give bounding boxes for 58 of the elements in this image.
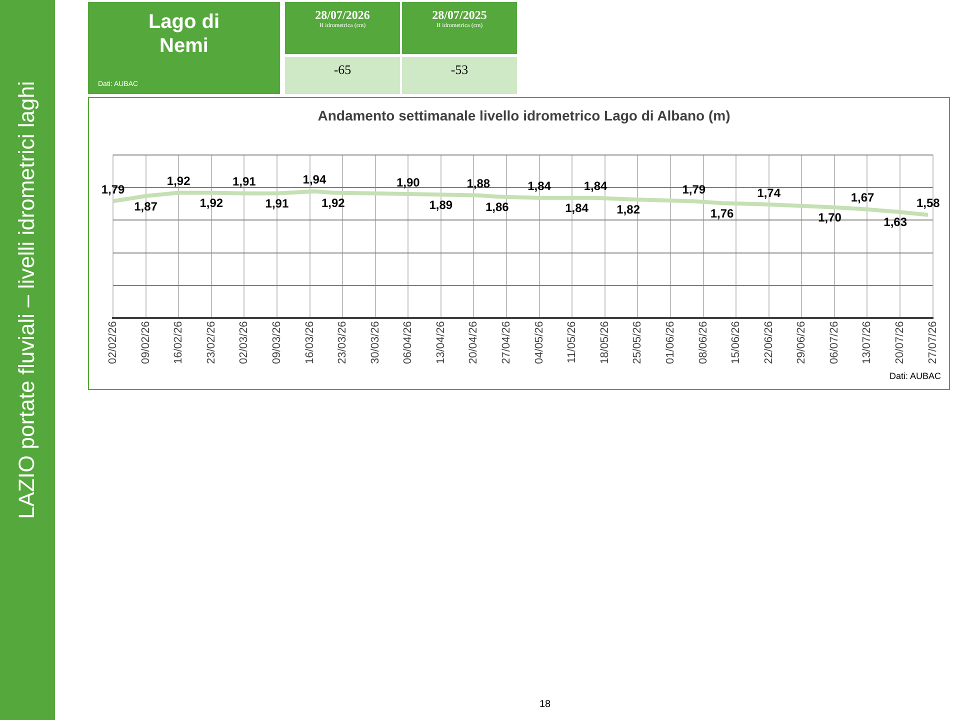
data-label: 1,84: [584, 179, 608, 194]
data-label: 1,91: [232, 174, 256, 189]
data-label: 1,92: [166, 174, 191, 188]
data-label: 1,79: [682, 182, 706, 197]
x-tick-label: 29/06/26: [796, 321, 808, 364]
data-label: 1,91: [265, 196, 289, 211]
x-tick-label: 30/03/26: [369, 321, 382, 364]
data-label: 1,92: [200, 196, 224, 210]
data-label: 1,84: [528, 179, 552, 194]
data-label: 1,74: [757, 186, 781, 200]
x-tick-label: 06/04/26: [402, 321, 414, 364]
data-label: 1,88: [466, 176, 490, 191]
data-label: 1,82: [616, 202, 640, 217]
data-label: 1,70: [818, 210, 842, 224]
x-tick-label: 15/06/26: [730, 321, 742, 364]
x-tick-label: 02/03/26: [238, 321, 250, 364]
x-tick-label: 08/06/26: [697, 321, 710, 364]
x-tick-label: 25/05/26: [632, 321, 644, 364]
x-tick-label: 06/07/26: [828, 321, 840, 364]
x-tick-label: 04/05/26: [533, 321, 546, 364]
x-tick-label: 09/03/26: [270, 321, 283, 364]
category-label: 28/07/2025: [431, 8, 488, 22]
x-tick-label: 02/02/26: [107, 321, 120, 364]
chart-title: Andamento settimanale livello idrometrico Lago di Albano (m): [318, 107, 730, 124]
x-tick-label: 18/05/26: [598, 321, 611, 364]
x-tick-label: 01/06/26: [664, 321, 676, 364]
category-label: 28/07/2026: [314, 8, 371, 22]
x-tick-label: 13/07/26: [861, 321, 874, 364]
data-label: 1,67: [850, 190, 875, 204]
data-label: 1,87: [134, 199, 158, 214]
x-tick-label: 22/06/26: [762, 321, 775, 364]
data-label: 1,92: [321, 196, 346, 210]
x-tick-label: 27/04/26: [500, 321, 513, 364]
data-label: 1,86: [485, 200, 510, 214]
x-tick-label: 23/03/26: [336, 321, 349, 364]
x-tick-label: 16/03/26: [304, 321, 316, 364]
x-tick-label: 27/07/26: [926, 321, 939, 364]
x-tick-label: 09/02/26: [140, 321, 152, 364]
data-label: -53: [402, 57, 517, 94]
data-label: -65: [285, 57, 400, 94]
x-tick-label: 20/04/26: [468, 321, 480, 364]
x-tick-label: 11/05/26: [566, 321, 578, 364]
data-label: 1,79: [101, 182, 125, 197]
text: Lago di Nemi: [147, 10, 221, 58]
x-tick-label: 20/07/26: [894, 321, 906, 364]
text: LAZIO portate fluviali – livelli idrometrici laghi: [14, 80, 40, 521]
data-label: 1,89: [429, 198, 453, 212]
data-label: 1,84: [565, 201, 589, 216]
text: 18: [538, 699, 552, 710]
x-tick-label: 23/02/26: [205, 321, 218, 364]
text: Dati: AUBAC: [889, 371, 941, 381]
data-label: 1,63: [884, 214, 908, 229]
data-label: 1,58: [916, 196, 940, 210]
x-tick-label: 16/02/26: [172, 321, 185, 364]
data-label: 1,76: [710, 206, 734, 220]
data-label: 1,94: [302, 172, 326, 187]
x-tick-label: 13/04/26: [434, 321, 447, 364]
data-label: 1,90: [396, 175, 420, 190]
